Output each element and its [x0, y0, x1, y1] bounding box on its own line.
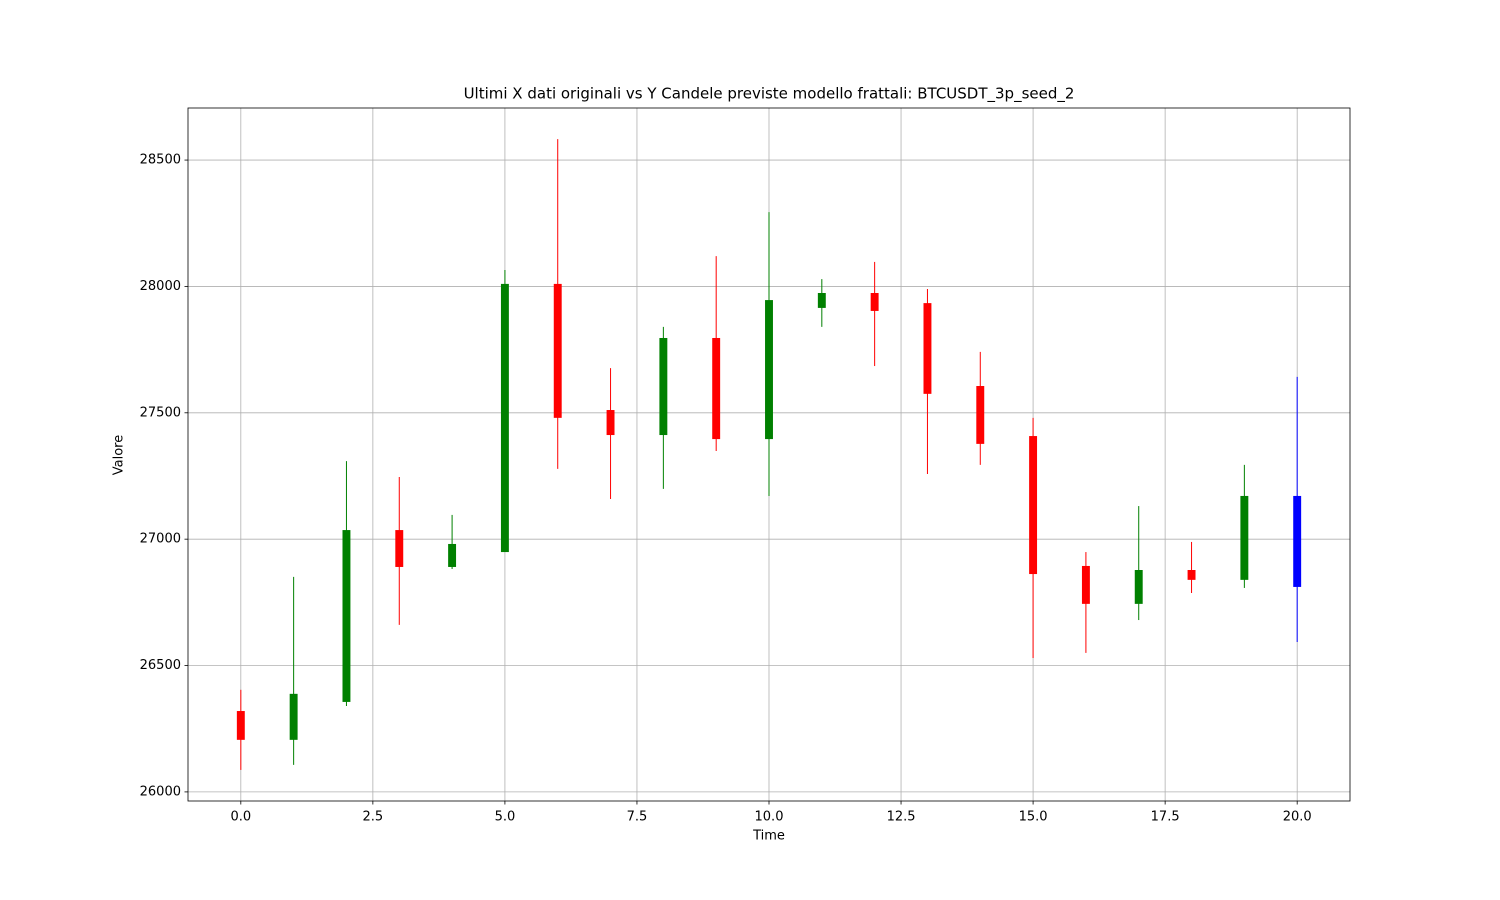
candle-body	[553, 283, 562, 418]
candle-body	[606, 410, 615, 436]
x-tick-label: 7.5	[627, 810, 648, 825]
chart-title: Ultimi X dati originali vs Y Candele pre…	[464, 85, 1075, 104]
candle-body	[1081, 565, 1090, 604]
candle-body	[236, 711, 245, 740]
candle-body	[289, 693, 298, 740]
candle-body	[817, 293, 826, 308]
candle-body	[1029, 436, 1038, 575]
candle-body	[1134, 570, 1143, 604]
candle-body	[1187, 570, 1196, 580]
candle-body	[1293, 495, 1302, 587]
y-axis-label: Valore	[112, 435, 127, 475]
candle-body	[765, 300, 773, 440]
y-tick-label: 27000	[140, 532, 181, 547]
x-tick-label: 20.0	[1283, 810, 1312, 825]
candle-body	[448, 543, 457, 567]
x-tick-label: 17.5	[1151, 810, 1180, 825]
candle-body	[870, 293, 879, 311]
y-tick-label: 28500	[140, 153, 181, 168]
plot-frame	[187, 107, 1351, 802]
x-tick-label: 12.5	[887, 810, 916, 825]
candle-body	[712, 337, 721, 440]
x-tick-label: 2.5	[363, 810, 384, 825]
candle-body	[342, 530, 351, 702]
candle-body	[1240, 495, 1249, 580]
candle-body	[923, 303, 932, 394]
candle-body	[500, 283, 509, 553]
x-axis-label: Time	[752, 829, 785, 844]
candle-body	[659, 337, 668, 436]
y-tick-label: 28000	[140, 279, 181, 294]
y-tick-label: 26000	[140, 784, 181, 799]
x-tick-label: 10.0	[755, 810, 784, 825]
y-tick-label: 27500	[140, 405, 181, 420]
candle-body	[395, 530, 404, 567]
candle-body	[976, 386, 985, 444]
y-tick-label: 26500	[140, 658, 181, 673]
x-tick-label: 15.0	[1019, 810, 1048, 825]
x-tick-label: 0.0	[230, 810, 251, 825]
x-tick-label: 5.0	[495, 810, 516, 825]
